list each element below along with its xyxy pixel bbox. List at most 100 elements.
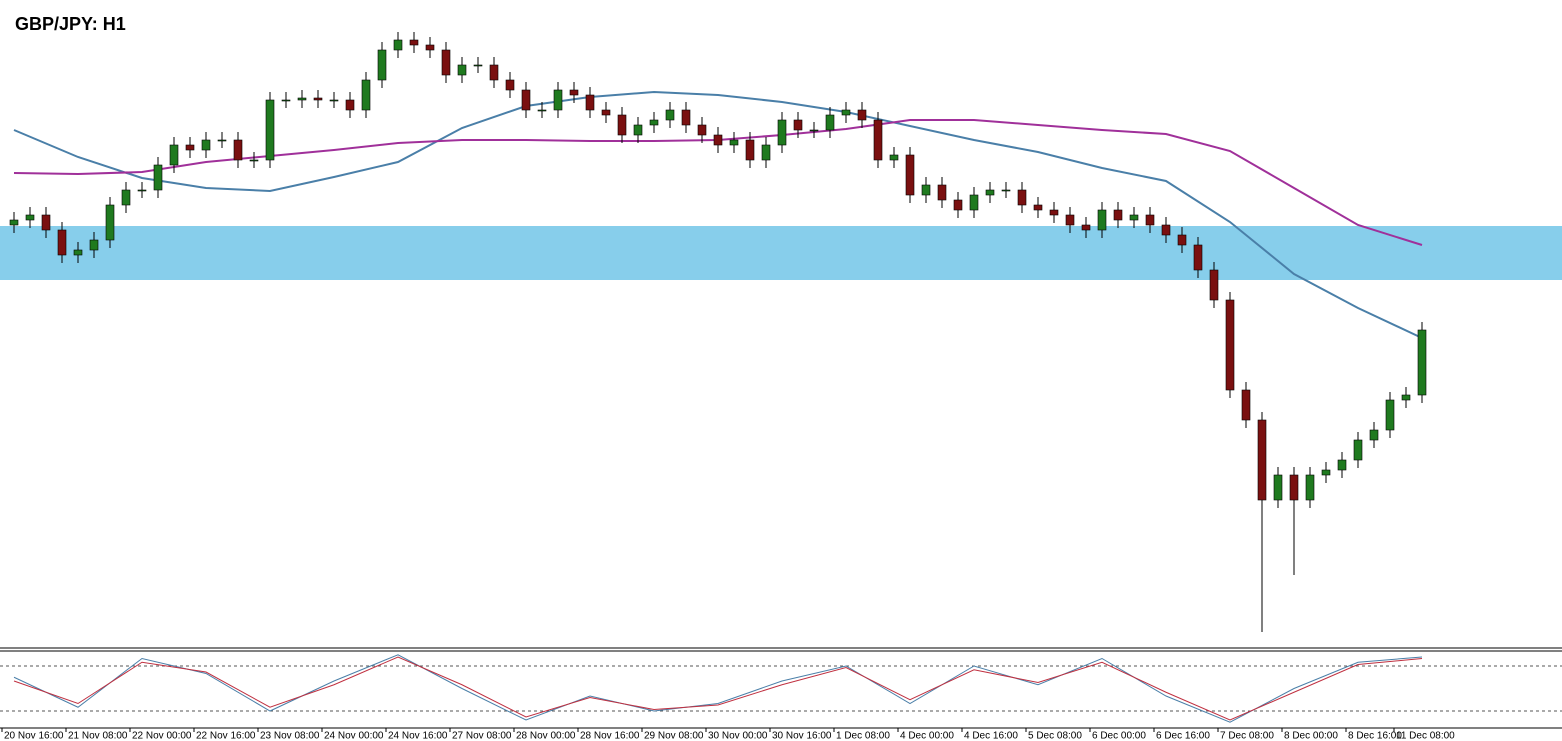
candle-body (713, 134, 723, 146)
candle-body (761, 144, 771, 161)
x-tick-label: 30 Nov 00:00 (708, 731, 768, 741)
candle-body (1097, 209, 1107, 231)
candle-body (425, 44, 435, 51)
x-tick-label: 8 Dec 16:00 (1348, 731, 1402, 741)
candle-body (137, 189, 147, 192)
candle-body (1337, 459, 1347, 471)
candle-body (921, 184, 931, 196)
candle-body (825, 114, 835, 131)
candle-body (1209, 269, 1219, 301)
oscillator-line (13, 654, 1423, 723)
x-tick-label: 24 Nov 00:00 (324, 731, 384, 741)
candle-body (841, 109, 851, 116)
candle-body (905, 154, 915, 196)
x-tick-label: 22 Nov 00:00 (132, 731, 192, 741)
candle-body (473, 64, 483, 67)
candle-body (1353, 439, 1363, 461)
candle-body (1129, 214, 1139, 221)
candle-body (649, 119, 659, 126)
candle-body (121, 189, 131, 206)
x-tick-label: 20 Nov 16:00 (4, 731, 64, 741)
zone (0, 226, 1562, 280)
candle-body (665, 109, 675, 121)
candle-body (1161, 224, 1171, 236)
candle-body (313, 97, 323, 101)
candle-body (57, 229, 67, 256)
candle-body (1401, 394, 1411, 401)
candle-body (1001, 189, 1011, 192)
x-tick-label: 22 Nov 16:00 (196, 731, 256, 741)
candle-body (1321, 469, 1331, 476)
candle-body (1257, 419, 1267, 501)
candle-body (489, 64, 499, 81)
candle-body (521, 89, 531, 111)
candle-body (457, 64, 467, 76)
candle-body (697, 124, 707, 136)
candle-body (505, 79, 515, 91)
candle-body (201, 139, 211, 151)
x-tick-label: 4 Dec 16:00 (964, 731, 1018, 741)
candle-body (1081, 224, 1091, 231)
candle-body (265, 99, 275, 161)
candle-body (1017, 189, 1027, 206)
candle-body (185, 144, 195, 151)
candle-body (1305, 474, 1315, 501)
candle-body (585, 94, 595, 111)
candle-body (89, 239, 99, 251)
candle-body (569, 89, 579, 96)
candle-body (1289, 474, 1299, 501)
candle-body (377, 49, 387, 81)
candle-body (1369, 429, 1379, 441)
candle-body (73, 249, 83, 256)
candle-body (729, 139, 739, 146)
oscillator-line (13, 656, 1423, 721)
candle-body (857, 109, 867, 121)
candle-body (329, 99, 339, 102)
candle-body (1145, 214, 1155, 226)
candle-body (1049, 209, 1059, 216)
candle-body (985, 189, 995, 196)
x-tick-label: 11 Dec 08:00 (1396, 731, 1455, 741)
x-tick-label: 1 Dec 08:00 (836, 731, 890, 741)
candle-body (25, 214, 35, 221)
candle-body (777, 119, 787, 146)
x-tick-label: 30 Nov 16:00 (772, 731, 832, 741)
candle-body (1225, 299, 1235, 391)
candle-body (281, 99, 291, 102)
candle-body (217, 139, 227, 142)
candle-body (633, 124, 643, 136)
candle-body (793, 119, 803, 131)
candle-body (1273, 474, 1283, 501)
candle-body (1177, 234, 1187, 246)
candle-body (393, 39, 403, 51)
candle-body (1065, 214, 1075, 226)
candle-body (9, 219, 19, 226)
candle-body (809, 129, 819, 132)
x-tick-label: 28 Nov 16:00 (580, 731, 640, 741)
candle-body (345, 99, 355, 111)
chart-title: GBP/JPY: H1 (15, 14, 126, 34)
candle-body (1241, 389, 1251, 421)
candle-body (441, 49, 451, 76)
candle-body (681, 109, 691, 126)
moving-average (13, 90, 1423, 339)
candle-body (937, 184, 947, 201)
candle-body (889, 154, 899, 161)
candle-body (617, 114, 627, 136)
candle-body (105, 204, 115, 241)
candle-body (601, 109, 611, 116)
x-tick-label: 27 Nov 08:00 (452, 731, 512, 741)
x-tick-label: 8 Dec 00:00 (1284, 731, 1338, 741)
x-tick-label: 7 Dec 08:00 (1220, 731, 1274, 741)
candle-body (553, 89, 563, 111)
candle-body (249, 159, 259, 162)
candle-body (1193, 244, 1203, 271)
x-tick-label: 23 Nov 08:00 (260, 731, 320, 741)
candle-body (153, 164, 163, 191)
x-tick-label: 28 Nov 00:00 (516, 731, 576, 741)
x-tick-label: 24 Nov 16:00 (388, 731, 448, 741)
candle-body (41, 214, 51, 231)
candle-body (1385, 399, 1395, 431)
x-tick-label: 6 Dec 16:00 (1156, 731, 1210, 741)
